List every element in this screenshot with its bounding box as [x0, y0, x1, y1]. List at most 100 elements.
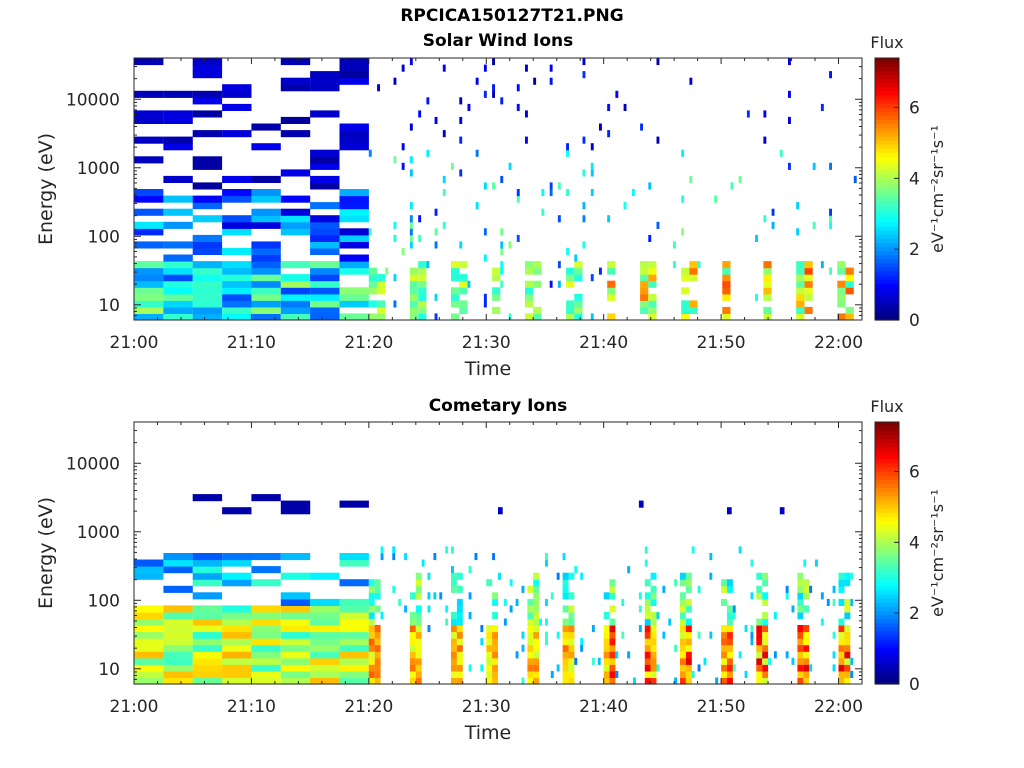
heatmap-cell	[310, 638, 340, 646]
heatmap-cell	[415, 664, 422, 672]
heatmap-cell	[763, 274, 772, 282]
x-tick-label: 21:40	[579, 333, 628, 353]
heatmap-cell	[644, 638, 651, 646]
x-tick-label: 21:00	[110, 697, 159, 717]
heatmap-cell	[459, 169, 463, 177]
heatmap-cell	[280, 677, 311, 685]
heatmap-cell	[280, 651, 311, 659]
heatmap-cell	[222, 130, 252, 138]
heatmap-cell	[339, 195, 369, 203]
heatmap-cell	[785, 592, 789, 600]
heatmap-cell	[796, 274, 805, 282]
heatmap-cell	[574, 254, 578, 262]
heatmap-cell	[650, 625, 657, 633]
colorbar-segment	[875, 589, 899, 595]
heatmap-cell	[368, 149, 372, 157]
heatmap-cell	[451, 274, 460, 282]
heatmap-cell	[415, 592, 422, 600]
heatmap-cell	[222, 90, 252, 98]
heatmap-cell	[222, 215, 252, 223]
heatmap-cell	[251, 221, 281, 229]
heatmap-cell	[222, 287, 252, 295]
heatmap-cell	[797, 572, 804, 580]
heatmap-cell	[459, 274, 468, 282]
colorbar-segment	[875, 139, 899, 145]
heatmap-cell	[568, 612, 575, 620]
heatmap-cell	[727, 579, 733, 587]
heatmap-cell	[609, 631, 616, 639]
heatmap-cell	[280, 77, 311, 85]
heatmap-cell	[607, 267, 616, 275]
heatmap-cell	[727, 638, 733, 646]
heatmap-cell	[310, 267, 340, 275]
heatmap-cell	[603, 670, 610, 678]
heatmap-cell	[163, 625, 193, 633]
colorbar-segment	[875, 270, 899, 276]
heatmap-cell	[418, 261, 427, 269]
heatmap-cell	[680, 625, 686, 633]
heatmap-cell	[222, 189, 252, 197]
heatmap-cell	[415, 644, 422, 652]
colorbar-segment	[875, 679, 899, 685]
heatmap-cell	[568, 670, 575, 678]
heatmap-cell	[418, 313, 427, 321]
heatmap-cell	[773, 651, 777, 659]
heatmap-cell	[163, 664, 193, 672]
heatmap-cell	[803, 625, 810, 633]
colorbar-segment	[875, 561, 899, 566]
heatmap-cell	[280, 261, 311, 269]
heatmap-cell	[251, 618, 281, 626]
heatmap-cell	[409, 625, 416, 633]
heatmap-cell	[844, 677, 851, 685]
heatmap-cell	[368, 657, 375, 665]
heatmap-cell	[650, 618, 657, 626]
heatmap-cell	[650, 612, 657, 620]
heatmap-cell	[644, 579, 651, 587]
heatmap-cell	[648, 234, 652, 242]
heatmap-cell	[409, 221, 413, 229]
heatmap-cell	[134, 677, 164, 685]
heatmap-cell	[721, 598, 727, 606]
heatmap-cell	[685, 598, 692, 606]
heatmap-cell	[434, 228, 438, 236]
heatmap-cell	[409, 300, 419, 308]
heatmap-cell	[192, 97, 223, 105]
heatmap-cell	[590, 162, 594, 170]
heatmap-cell	[251, 657, 281, 665]
heatmap-cell	[750, 625, 754, 633]
heatmap-cell	[339, 254, 369, 262]
heatmap-cell	[163, 618, 193, 626]
heatmap-cell	[648, 261, 657, 269]
heatmap-cell	[650, 638, 657, 646]
heatmap-cell	[492, 644, 498, 652]
heatmap-cell	[568, 625, 575, 633]
heatmap-cell	[844, 631, 851, 639]
heatmap-cell	[486, 670, 493, 678]
heatmap-cell	[650, 677, 657, 685]
heatmap-cell	[644, 592, 651, 600]
heatmap-cell	[415, 657, 422, 665]
colorbar-segment	[875, 184, 899, 190]
heatmap-cell	[650, 631, 657, 639]
heatmap-cell	[192, 280, 223, 288]
heatmap-cell	[163, 274, 193, 282]
heatmap-cell	[134, 156, 164, 164]
y-axis-label: Energy (eV)	[35, 133, 57, 245]
heatmap-cell	[251, 677, 281, 685]
colorbar-segment	[875, 520, 899, 525]
heatmap-cell	[492, 631, 498, 639]
colorbar-segment	[875, 225, 899, 231]
heatmap-cell	[134, 241, 164, 249]
heatmap-cell	[222, 507, 252, 515]
heatmap-cell	[803, 664, 810, 672]
x-tick-label: 21:10	[227, 333, 276, 353]
heatmap-cell	[368, 664, 375, 672]
heatmap-cell	[377, 300, 386, 308]
heatmap-cell	[134, 638, 164, 646]
heatmap-cell	[483, 254, 487, 262]
heatmap-cell	[339, 579, 369, 587]
heatmap-cell	[788, 116, 791, 124]
heatmap-cell	[527, 618, 534, 626]
heatmap-cell	[339, 670, 369, 678]
heatmap-cell	[525, 261, 534, 269]
